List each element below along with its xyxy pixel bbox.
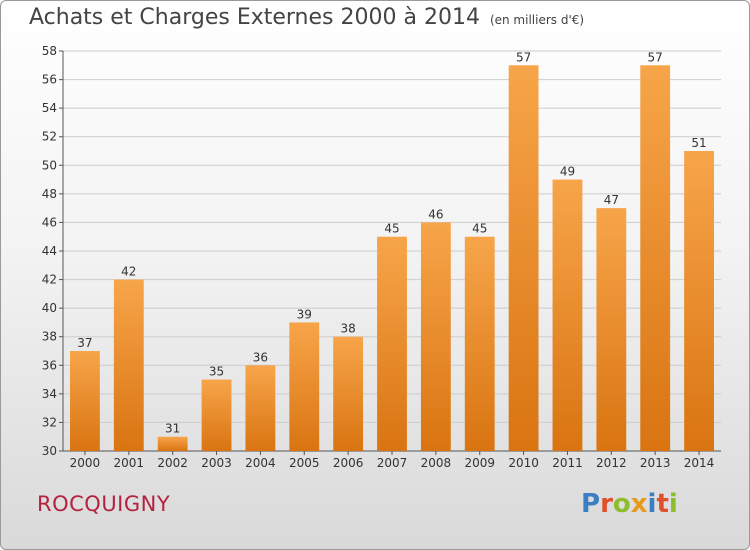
- bar: [113, 279, 144, 451]
- logo-letter: i: [668, 489, 678, 519]
- x-tick-label: 2000: [70, 456, 101, 470]
- y-tick-label: 32: [42, 415, 57, 429]
- y-tick-label: 42: [42, 273, 57, 287]
- data-label: 47: [604, 193, 619, 207]
- x-tick-label: 2011: [552, 456, 583, 470]
- data-label: 37: [77, 336, 92, 350]
- logo-letter: x: [630, 489, 648, 519]
- y-tick-label: 44: [42, 244, 57, 258]
- x-tick-label: 2003: [201, 456, 232, 470]
- data-label: 45: [384, 222, 399, 236]
- y-tick-label: 54: [42, 101, 57, 115]
- logo-letter: r: [600, 489, 613, 519]
- bar: [377, 236, 407, 451]
- labels: 30 32 34 36 38 40 42 44 46 48 50 52 54 56 58 2000 37 2001…: [42, 44, 715, 470]
- y-tick-label: 56: [42, 73, 57, 87]
- bar: [333, 336, 364, 451]
- bar: [420, 222, 451, 451]
- data-label: 57: [516, 50, 531, 64]
- data-label: 46: [428, 207, 443, 221]
- y-tick-label: 46: [42, 215, 57, 229]
- y-tick-label: 38: [42, 330, 57, 344]
- y-tick-label: 40: [42, 301, 57, 315]
- x-tick-label: 2005: [289, 456, 320, 470]
- bar: [464, 236, 495, 451]
- x-tick-label: 2004: [245, 456, 276, 470]
- x-tick-label: 2009: [464, 456, 495, 470]
- x-tick-label: 2012: [596, 456, 627, 470]
- bar: [508, 65, 539, 452]
- chart-title: Achats et Charges Externes 2000 à 2014 (e…: [29, 5, 584, 30]
- x-tick-label: 2013: [640, 456, 671, 470]
- data-label: 42: [121, 265, 136, 279]
- y-tick-label: 52: [42, 130, 57, 144]
- bar: [157, 436, 188, 451]
- x-tick-label: 2008: [421, 456, 452, 470]
- data-label: 38: [340, 322, 355, 336]
- bar: [684, 151, 714, 451]
- y-tick-label: 48: [42, 187, 57, 201]
- y-tick-label: 36: [42, 358, 57, 372]
- chart-title-text: Achats et Charges Externes 2000 à 2014: [29, 5, 480, 30]
- x-tick-label: 2001: [114, 456, 145, 470]
- y-tick-label: 50: [42, 158, 57, 172]
- data-label: 31: [165, 422, 180, 436]
- x-tick-label: 2010: [508, 456, 539, 470]
- x-tick-label: 2006: [333, 456, 364, 470]
- x-tick-label: 2002: [157, 456, 188, 470]
- bar: [552, 179, 583, 452]
- y-tick-label: 58: [42, 44, 57, 58]
- data-label: 45: [472, 222, 487, 236]
- logo-letter: i: [647, 489, 657, 519]
- bar: [70, 351, 100, 451]
- data-label: 57: [648, 50, 663, 64]
- data-label: 51: [691, 136, 706, 150]
- data-label: 49: [560, 165, 575, 179]
- data-label: 36: [253, 350, 268, 364]
- x-tick-label: 2007: [377, 456, 408, 470]
- data-label: 39: [297, 307, 312, 321]
- proxiti-logo: Proxiti: [581, 489, 678, 519]
- bar: [245, 365, 276, 451]
- y-tick-label: 34: [42, 387, 57, 401]
- bar: [289, 322, 320, 451]
- data-label: 35: [209, 365, 224, 379]
- bar: [201, 379, 232, 451]
- commune-name: ROCQUIGNY: [37, 492, 171, 516]
- y-tick-label: 30: [42, 444, 57, 458]
- chart-unit: (en milliers d'€): [489, 13, 585, 27]
- logo-letter: o: [612, 489, 631, 519]
- logo-letter: t: [656, 489, 669, 519]
- bars: [70, 65, 714, 452]
- x-tick-label: 2014: [684, 456, 715, 470]
- bar: [596, 208, 627, 451]
- logo-letter: P: [581, 489, 601, 519]
- bar: [640, 65, 671, 452]
